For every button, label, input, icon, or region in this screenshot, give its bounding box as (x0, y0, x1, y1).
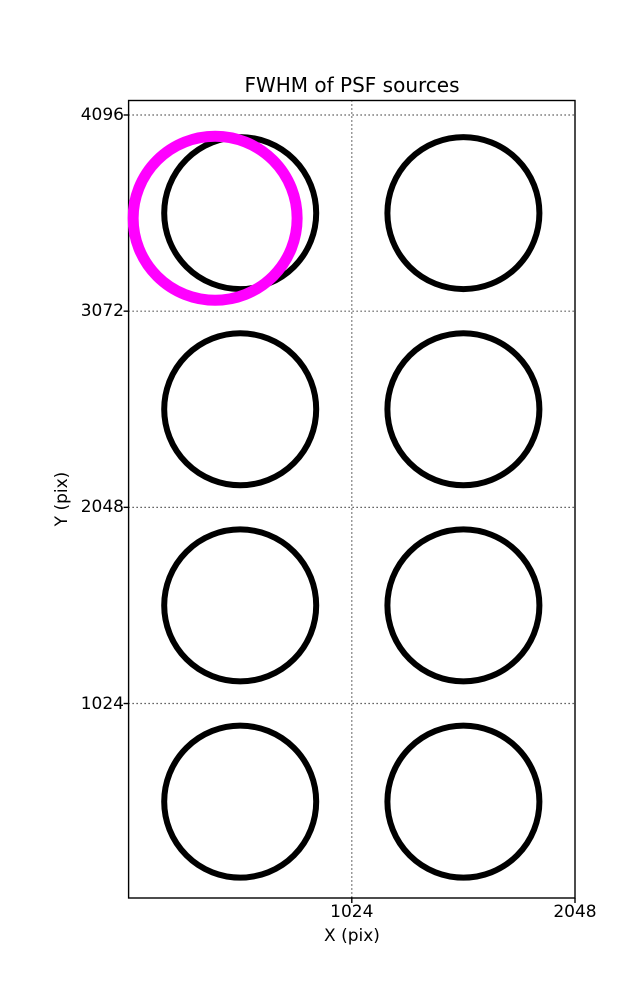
x-axis-label: X (pix) (324, 926, 380, 946)
y-tick-label: 2048 (80, 497, 124, 518)
y-tick-label: 3072 (80, 301, 124, 322)
highlighted-psf-source-circle (127, 130, 303, 306)
psf-source-circle (161, 722, 320, 881)
psf-source-circle (384, 134, 543, 293)
y-tick-label: 1024 (80, 693, 124, 714)
psf-source-circle (161, 330, 320, 489)
axes-spines (127, 99, 576, 899)
psf-source-circle (384, 722, 543, 881)
psf-source-circle (384, 330, 543, 489)
plot-title: FWHM of PSF sources (244, 73, 460, 97)
x-tick-label: 2048 (553, 902, 597, 922)
psf-source-circle (161, 526, 320, 685)
x-tick-label: 1024 (330, 902, 374, 922)
y-tick-label: 4096 (80, 104, 124, 125)
psf-source-circle (384, 526, 543, 685)
